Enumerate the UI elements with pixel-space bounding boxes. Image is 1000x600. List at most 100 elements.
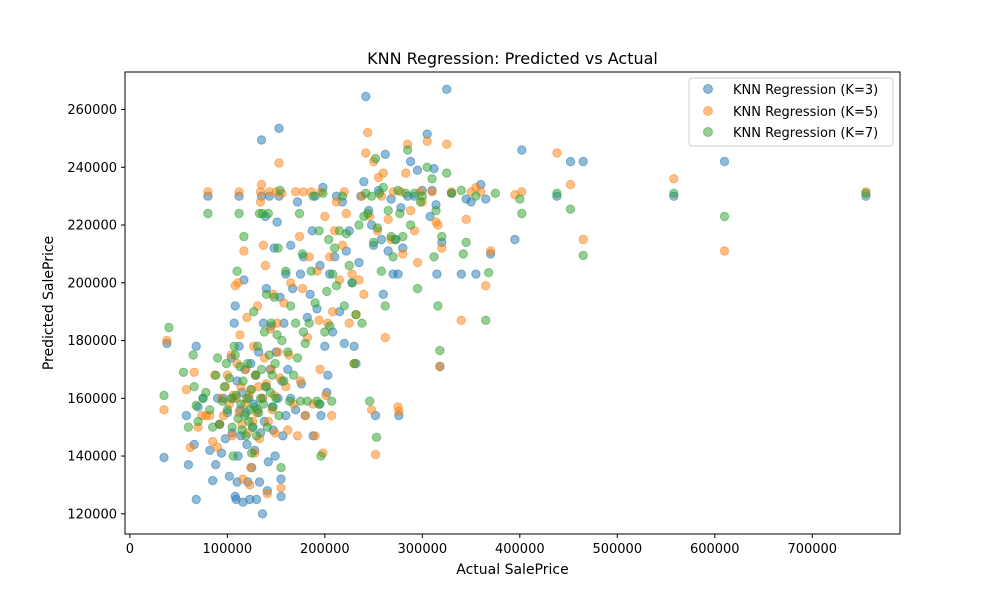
- data-point: [283, 364, 293, 375]
- legend-marker-k5: [703, 106, 713, 116]
- data-point: [578, 250, 588, 261]
- data-point: [485, 246, 496, 256]
- data-point: [217, 396, 228, 406]
- data-point: [252, 341, 263, 351]
- data-point: [234, 208, 244, 219]
- data-point: [286, 278, 296, 288]
- data-point: [376, 266, 387, 276]
- data-point: [446, 188, 457, 199]
- data-point: [258, 240, 269, 251]
- data-point: [230, 350, 240, 360]
- data-point: [159, 390, 169, 401]
- data-point: [368, 237, 379, 248]
- data-point: [314, 226, 324, 236]
- data-point: [393, 269, 403, 279]
- data-point: [409, 188, 420, 199]
- data-point: [327, 410, 337, 421]
- data-point: [351, 309, 361, 320]
- data-point: [189, 367, 199, 377]
- data-point: [442, 168, 452, 178]
- data-point: [380, 301, 390, 311]
- data-point: [427, 187, 437, 197]
- data-point: [274, 123, 284, 134]
- data-point: [264, 350, 274, 360]
- data-point: [178, 367, 189, 377]
- data-point: [227, 422, 237, 432]
- data-point: [281, 266, 291, 276]
- data-point: [242, 393, 252, 403]
- data-point: [227, 431, 237, 441]
- data-point: [290, 187, 301, 197]
- data-point: [239, 246, 249, 256]
- data-point: [292, 431, 303, 441]
- data-point: [481, 194, 491, 204]
- data-point: [263, 457, 273, 467]
- data-point: [435, 361, 445, 372]
- data-point: [471, 191, 481, 201]
- legend-marker-k3: [703, 84, 713, 94]
- data-point: [233, 278, 243, 288]
- data-point: [316, 410, 326, 421]
- data-point: [245, 480, 255, 490]
- data-point: [255, 197, 266, 207]
- data-point: [288, 370, 299, 380]
- data-point: [274, 410, 284, 421]
- data-point: [279, 376, 289, 386]
- data-point: [298, 327, 309, 337]
- x-tick-label: 600000: [690, 542, 740, 557]
- data-point: [433, 301, 443, 311]
- y-tick-label: 160000: [67, 392, 117, 407]
- data-point: [238, 376, 248, 386]
- data-point: [422, 136, 432, 147]
- data-point: [565, 204, 576, 214]
- data-point: [366, 405, 377, 415]
- data-point: [159, 405, 169, 415]
- data-point: [201, 387, 211, 398]
- points-layer: [159, 84, 871, 519]
- data-point: [224, 373, 235, 383]
- data-point: [266, 318, 276, 328]
- data-point: [515, 194, 525, 204]
- data-point: [230, 301, 240, 311]
- data-point: [205, 405, 215, 415]
- data-point: [235, 361, 245, 372]
- data-point: [276, 462, 286, 473]
- data-point: [552, 188, 562, 199]
- data-point: [185, 442, 196, 453]
- data-point: [235, 330, 245, 340]
- data-point: [481, 315, 491, 325]
- data-point: [401, 168, 411, 178]
- data-point: [719, 246, 730, 256]
- data-point: [191, 400, 201, 411]
- data-point: [517, 208, 527, 219]
- legend-frame: [688, 77, 894, 147]
- data-point: [322, 286, 332, 297]
- data-point: [300, 410, 310, 421]
- y-tick-label: 260000: [67, 103, 117, 118]
- y-axis-label: Predicted SalePrice: [41, 236, 57, 370]
- data-point: [191, 494, 201, 505]
- data-point: [456, 185, 466, 196]
- data-point: [320, 211, 330, 222]
- data-point: [429, 252, 439, 262]
- data-point: [456, 315, 466, 325]
- data-point: [189, 382, 199, 392]
- data-point: [262, 422, 272, 432]
- data-point: [393, 185, 403, 196]
- data-point: [344, 260, 354, 271]
- x-tick-label: 400000: [495, 542, 545, 557]
- data-point: [269, 292, 279, 302]
- data-point: [181, 410, 192, 421]
- data-point: [461, 237, 471, 248]
- data-point: [247, 448, 257, 458]
- data-point: [365, 396, 375, 406]
- data-point: [270, 451, 280, 461]
- data-point: [517, 145, 527, 155]
- data-point: [405, 205, 416, 216]
- data-point: [435, 345, 445, 356]
- data-point: [262, 488, 272, 499]
- data-point: [310, 431, 320, 441]
- data-point: [349, 341, 359, 351]
- legend-marker-k7: [703, 127, 713, 137]
- legend-label-k3: KNN Regression (K=3): [733, 83, 878, 98]
